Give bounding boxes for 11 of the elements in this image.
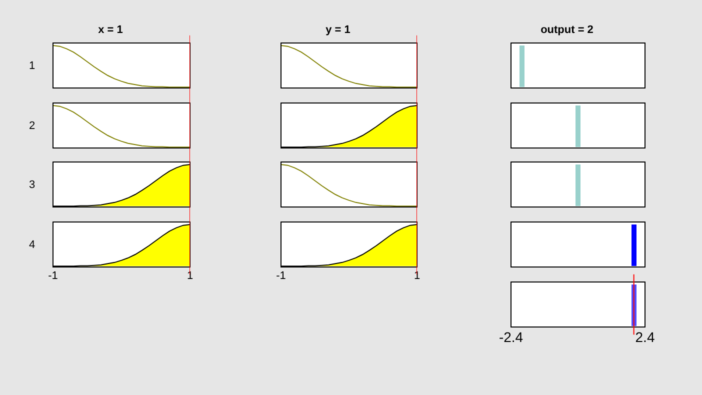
chart-title: x = 1 <box>98 24 123 36</box>
x-tick-label: -1 <box>48 270 58 282</box>
text: 3 <box>29 179 36 192</box>
chart-title: y = 1 <box>326 24 350 36</box>
text: 2 <box>29 120 36 132</box>
chart-title: output = 2 <box>540 24 594 36</box>
x-tick-label: 2.4 <box>635 328 655 345</box>
text: 1 <box>29 60 36 72</box>
x-tick-label: -2.4 <box>498 328 524 345</box>
x-tick-label: -1 <box>276 270 286 282</box>
text: 4 <box>29 239 36 252</box>
